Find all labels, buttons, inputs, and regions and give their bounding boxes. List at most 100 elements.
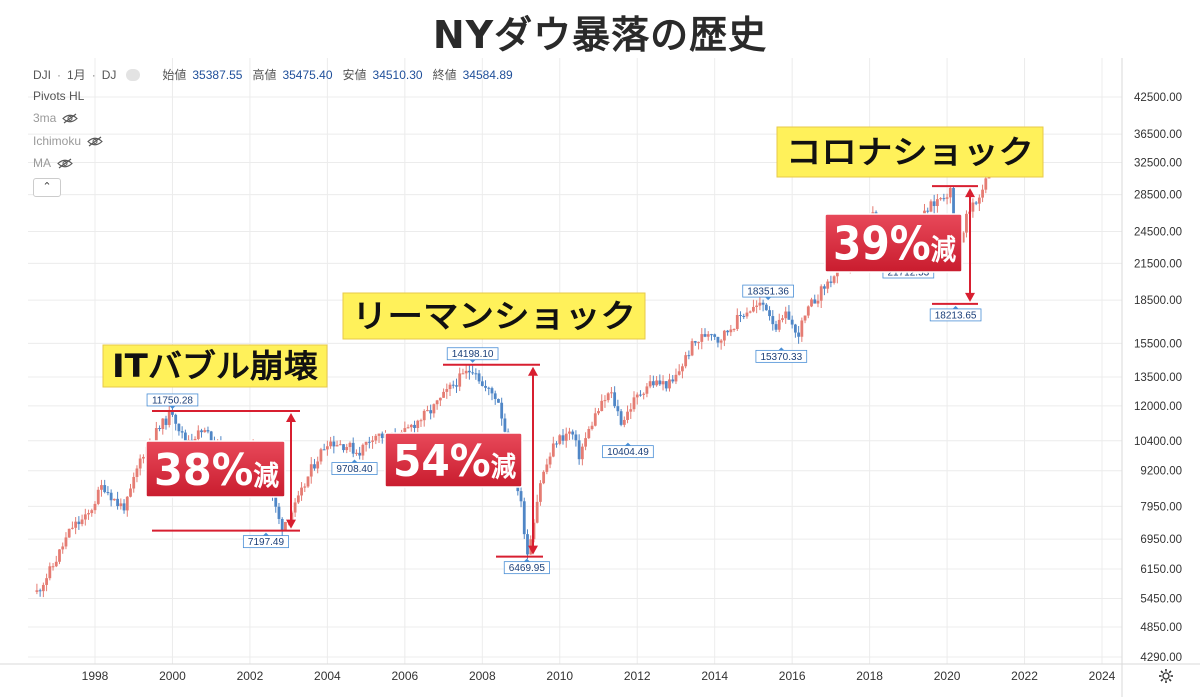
candle-body xyxy=(322,449,326,451)
candle-body xyxy=(555,443,558,445)
candle-body xyxy=(965,213,968,233)
drop-arrow-head xyxy=(528,545,538,555)
candle-body xyxy=(935,199,939,207)
high-value: 35475.40 xyxy=(282,67,333,82)
candle-body xyxy=(561,435,565,441)
candle-body xyxy=(497,398,500,403)
indicator-ichimoku-label: Ichimoku xyxy=(33,134,82,148)
candle-body xyxy=(200,430,203,433)
candle-body xyxy=(610,392,613,394)
y-tick-label: 36500.00 xyxy=(1134,129,1182,141)
indicator-pivots[interactable]: Pivots HL xyxy=(33,89,84,103)
candle-body xyxy=(41,584,45,592)
candle-body xyxy=(106,492,110,494)
more-icon[interactable] xyxy=(126,68,141,81)
candle-body xyxy=(574,434,578,441)
indicator-ma[interactable]: MA xyxy=(33,156,73,170)
candle-body xyxy=(484,385,487,388)
candle-body xyxy=(729,329,733,333)
candle-body xyxy=(93,503,97,511)
candle-body xyxy=(51,566,55,568)
event-label-box xyxy=(102,344,328,388)
candle-body xyxy=(742,315,746,317)
candle-body xyxy=(432,404,436,414)
candle-body xyxy=(480,381,484,386)
candle-body xyxy=(67,528,71,538)
candle-body xyxy=(319,449,323,462)
symbol-legend[interactable]: DJI · 1月 · DJ 始値 35387.55 高値 35475.40 安値 34… xyxy=(33,67,513,83)
candle-body xyxy=(464,370,468,374)
y-tick-label: 18500.00 xyxy=(1134,295,1182,307)
candle-body xyxy=(329,441,333,447)
drop-arrow-head xyxy=(286,412,296,422)
event-label-box xyxy=(342,292,646,340)
drop-arrow-head xyxy=(965,188,975,198)
candle-body xyxy=(122,503,126,511)
event-label: リーマンショック xyxy=(352,297,636,335)
candle-body xyxy=(823,286,826,289)
candle-body xyxy=(832,276,836,283)
candle-body xyxy=(926,210,930,212)
y-tick-label: 15500.00 xyxy=(1134,338,1182,350)
candle-body xyxy=(748,311,752,313)
candle-body xyxy=(690,341,694,356)
candle-body xyxy=(658,380,662,385)
gear-icon[interactable] xyxy=(1158,668,1174,684)
candle-body xyxy=(577,440,581,460)
candle-body xyxy=(661,381,665,385)
candle-body xyxy=(364,441,368,445)
candle-body xyxy=(542,471,546,484)
candle-body xyxy=(377,433,381,436)
indicator-ichimoku[interactable]: Ichimoku xyxy=(33,134,103,148)
x-tick-label: 1998 xyxy=(82,669,109,683)
candle-body xyxy=(755,305,759,307)
candle-body xyxy=(374,435,378,441)
candle-body xyxy=(109,492,113,501)
candle-body xyxy=(716,336,720,343)
candle-body xyxy=(119,503,123,507)
close-label: 終値 xyxy=(432,68,457,82)
candle-body xyxy=(64,537,68,547)
candle-body xyxy=(71,527,74,529)
candle-body xyxy=(700,334,704,342)
indicator-3ma[interactable]: 3ma xyxy=(33,111,79,125)
candle-body xyxy=(361,444,365,456)
candle-body xyxy=(129,488,132,497)
candle-body xyxy=(655,380,658,386)
candle-body xyxy=(800,320,804,337)
candle-body xyxy=(735,314,739,329)
drop-banner-box xyxy=(384,432,523,488)
pivot-label: 15370.33 xyxy=(760,352,802,363)
interval-label[interactable]: 1月 xyxy=(67,68,86,82)
candle-body xyxy=(710,334,713,336)
drop-number: 38% xyxy=(154,445,253,496)
candle-body xyxy=(171,410,174,415)
trough-label: 7197.49 xyxy=(248,537,285,548)
candle-body xyxy=(422,410,426,421)
candle-body xyxy=(580,446,584,460)
candle-body xyxy=(984,178,988,190)
candle-body xyxy=(406,427,410,429)
candle-body xyxy=(948,188,952,198)
indicator-pivots-label: Pivots HL xyxy=(33,89,85,103)
drop-banner-box xyxy=(145,440,286,498)
candle-body xyxy=(316,461,320,469)
x-tick-label: 2012 xyxy=(624,669,651,683)
symbol-label[interactable]: DJI xyxy=(33,67,51,82)
collapse-legend-button[interactable]: ⌃ xyxy=(33,178,61,197)
candle-body xyxy=(300,487,303,496)
candle-body xyxy=(451,384,455,386)
drop-suffix: 減 xyxy=(491,452,517,483)
candle-body xyxy=(626,411,629,420)
eye-hidden-icon[interactable] xyxy=(57,158,73,169)
candle-body xyxy=(274,493,278,507)
eye-hidden-icon[interactable] xyxy=(87,136,103,147)
event-label-box xyxy=(776,126,1044,178)
eye-hidden-icon[interactable] xyxy=(62,113,79,124)
candle-body xyxy=(722,330,726,341)
candle-body xyxy=(35,590,39,592)
candle-body xyxy=(681,366,684,372)
candle-body xyxy=(551,443,555,457)
candle-body xyxy=(606,393,610,401)
